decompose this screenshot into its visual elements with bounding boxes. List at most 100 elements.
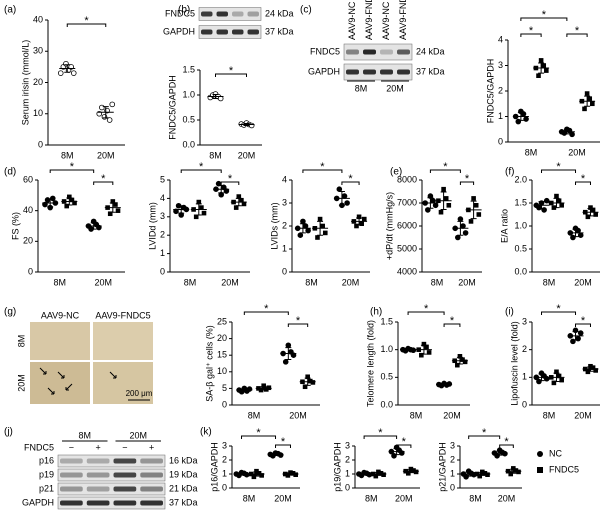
y-tick-label: 1 bbox=[522, 372, 527, 382]
point bbox=[115, 208, 121, 213]
significance-bracket bbox=[520, 17, 568, 21]
group-label: 20M bbox=[129, 430, 147, 440]
point bbox=[356, 214, 362, 220]
significance-label: * bbox=[256, 427, 261, 439]
significance-label: * bbox=[504, 436, 509, 448]
blot-size: 19 kDa bbox=[169, 469, 198, 479]
y-tick-label: 1.5 bbox=[380, 316, 393, 326]
y-tick-label: 0 bbox=[522, 399, 527, 409]
x-tick-label: 8M bbox=[431, 277, 444, 287]
y-tick-label: 2 bbox=[450, 454, 455, 464]
significance-bracket bbox=[566, 33, 588, 37]
y-tick-label: 3 bbox=[498, 60, 503, 70]
x-tick-label: 20M bbox=[221, 277, 239, 287]
point bbox=[587, 96, 593, 101]
blot-band bbox=[60, 458, 83, 464]
point bbox=[460, 223, 466, 229]
x-tick-label: 8M bbox=[53, 277, 66, 287]
point bbox=[588, 205, 593, 210]
point bbox=[69, 197, 75, 203]
y-tick-label: 0 bbox=[282, 266, 287, 276]
legend-label: NC bbox=[549, 448, 562, 458]
error-bar bbox=[587, 208, 594, 217]
point bbox=[476, 212, 482, 217]
point bbox=[297, 232, 304, 239]
significance-label: * bbox=[378, 427, 383, 439]
blot-band bbox=[86, 500, 110, 506]
point bbox=[317, 216, 323, 222]
y-tick-label: 5000 bbox=[397, 243, 417, 253]
error-bar bbox=[587, 366, 594, 372]
y-axis-label: SA-β gal⁺ cells (%) bbox=[204, 325, 214, 401]
point bbox=[359, 221, 364, 226]
error-bar bbox=[538, 62, 545, 74]
error-bar bbox=[479, 472, 486, 476]
panel-label: (k) bbox=[200, 427, 212, 438]
point bbox=[554, 193, 559, 199]
blot-band bbox=[140, 500, 163, 506]
y-tick-label: 1 bbox=[345, 468, 350, 478]
error-bar bbox=[375, 472, 382, 476]
significance-label: * bbox=[296, 315, 301, 327]
y-tick-label: 0 bbox=[222, 399, 227, 409]
blot-band bbox=[113, 458, 137, 464]
point bbox=[430, 197, 436, 204]
error-bar bbox=[235, 197, 242, 207]
y-tick-label: 10 bbox=[217, 366, 227, 376]
y-tick-label: 20 bbox=[33, 77, 43, 87]
point bbox=[99, 104, 105, 111]
point bbox=[463, 473, 469, 480]
point bbox=[341, 193, 348, 199]
point bbox=[361, 216, 367, 222]
point bbox=[438, 209, 444, 215]
point bbox=[285, 342, 292, 349]
blot-strip bbox=[198, 7, 262, 21]
point bbox=[293, 472, 298, 477]
significance-label: * bbox=[450, 315, 455, 327]
point bbox=[477, 473, 483, 479]
y-axis-label: LVIDd (mm) bbox=[147, 202, 157, 250]
y-tick-label: 2 bbox=[160, 230, 165, 240]
significance-label: * bbox=[320, 161, 325, 173]
blot-protein: FNDC5 bbox=[165, 8, 195, 18]
blot-strip bbox=[343, 43, 413, 61]
significance-bracket bbox=[275, 444, 291, 448]
blot-band bbox=[60, 472, 83, 478]
blot-band bbox=[113, 486, 137, 492]
point bbox=[196, 199, 202, 205]
blot-band bbox=[346, 49, 359, 55]
y-tick-label: 20 bbox=[217, 333, 227, 343]
panel-label: (f) bbox=[505, 167, 514, 178]
y-tick-label: 1.0 bbox=[380, 344, 393, 354]
y-tick-label: 4 bbox=[160, 193, 165, 203]
blot-band bbox=[247, 29, 259, 35]
significance-label: * bbox=[70, 161, 75, 173]
panel-label: (d) bbox=[4, 167, 16, 178]
y-axis-label: FS (%) bbox=[10, 212, 20, 240]
error-bar bbox=[356, 217, 363, 226]
panel-label: (e) bbox=[390, 167, 402, 178]
y-tick-label: 20 bbox=[23, 236, 33, 246]
significance-label: * bbox=[542, 9, 547, 21]
error-bar bbox=[90, 222, 97, 230]
blot-band bbox=[247, 11, 259, 17]
y-tick-label: 2 bbox=[522, 344, 527, 354]
significance-bracket bbox=[287, 323, 309, 327]
micrograph bbox=[30, 362, 90, 404]
point bbox=[419, 352, 424, 358]
x-tick-label: 20M bbox=[498, 493, 516, 503]
point bbox=[511, 466, 516, 471]
y-axis-label: +dP/dt (mmHg/s) bbox=[384, 192, 394, 260]
panel-label: (a) bbox=[4, 5, 16, 16]
x-tick-label: 20M bbox=[568, 147, 586, 157]
error-bar bbox=[470, 200, 477, 220]
lane-label: AAV9-NC bbox=[347, 1, 357, 40]
significance-bracket bbox=[241, 435, 277, 439]
point bbox=[536, 378, 542, 385]
blot-band bbox=[216, 11, 228, 17]
significance-label: * bbox=[424, 303, 429, 315]
arrows bbox=[39, 367, 117, 395]
y-tick-label: 1.0 bbox=[514, 220, 527, 230]
point bbox=[239, 197, 244, 203]
error-bar bbox=[407, 469, 414, 474]
